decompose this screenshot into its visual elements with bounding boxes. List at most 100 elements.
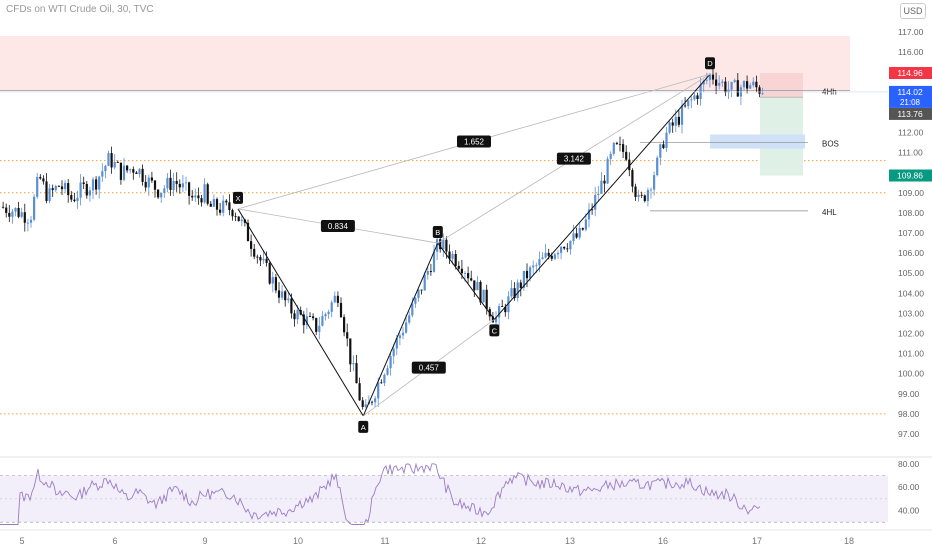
candle-84 [262,258,265,261]
candle-208 [646,189,649,201]
candle-167 [519,282,522,288]
candle-119 [370,401,374,403]
candle-75 [234,216,237,218]
candle-51 [160,192,163,198]
candle-9 [29,219,33,223]
price-tick-6: 111.00 [898,148,923,158]
countdown-label: 21:08 [900,98,921,107]
ratio-label-0: 1.652 [464,138,485,147]
candle-202 [628,159,631,171]
candle-7 [23,212,26,223]
candle-179 [556,252,560,255]
candle-116 [361,400,364,407]
candle-148 [460,268,463,274]
candle-215 [668,122,671,133]
chart-title: CFDs on WTI Crude Oil, 30, TVC [6,4,154,15]
stop-price-tag [889,67,932,80]
candle-130 [405,322,408,333]
candle-3 [11,211,14,217]
candle-217 [674,116,677,126]
candle-219 [680,105,684,125]
candle-77 [240,219,243,222]
candle-124 [386,368,389,375]
candle-203 [631,170,634,187]
candle-56 [175,180,178,184]
candle-107 [333,295,336,303]
candle-244 [758,87,761,94]
point-box-d [705,57,715,70]
candle-228 [708,74,711,80]
candle-6 [20,212,23,217]
candle-49 [153,180,157,190]
candle-83 [259,257,262,261]
candle-27 [85,183,88,196]
candle-213 [662,144,665,149]
level-label-4hl: 4HL [822,208,837,217]
candle-59 [184,182,188,184]
candle-177 [550,255,553,259]
candle-20 [64,183,67,190]
candle-164 [510,288,513,297]
ratio-box-3 [411,361,446,374]
candle-43 [135,172,138,174]
candle-111 [346,332,349,339]
candle-32 [101,171,104,177]
candle-72 [225,200,228,203]
candle-36 [113,162,116,168]
stop-price-label: 114.96 [897,68,923,78]
time-tick-12: 12 [476,536,486,546]
candle-39 [122,165,126,180]
candle-185 [575,233,578,238]
candle-245 [761,93,764,95]
candle-182 [566,248,569,250]
candle-198 [615,142,618,144]
price-tick-0: 117.00 [898,27,924,37]
candle-143 [445,239,448,252]
candle-173 [538,259,541,266]
candle-193 [600,180,603,194]
candle-204 [634,186,637,197]
candle-223 [693,95,696,100]
last-price-tag [889,85,932,108]
candle-99 [308,316,312,318]
candle-95 [296,310,299,320]
candle-220 [684,105,687,107]
candle-138 [429,270,432,272]
candle-68 [212,199,215,207]
rsi-tick-2: 40.00 [898,506,920,516]
candle-224 [696,95,699,99]
candle-0 [2,206,5,208]
bos-zone [710,134,805,149]
candle-90 [281,291,284,298]
candle-178 [553,254,556,259]
rsi-tick-0: 80.00 [898,459,920,469]
candle-199 [618,143,622,145]
candle-239 [742,81,746,88]
candle-150 [467,273,470,279]
candle-31 [98,176,101,190]
time-tick-10: 10 [293,536,303,546]
candle-191 [594,194,597,210]
candle-76 [237,216,240,222]
price-tick-17: 100.00 [898,369,924,379]
candle-172 [535,265,538,267]
candle-37 [116,162,119,163]
price-tick-11: 106.00 [898,248,924,258]
candle-110 [343,317,346,333]
candle-196 [609,153,612,159]
candle-79 [246,222,250,242]
price-tick-10: 107.00 [898,228,924,238]
candle-126 [392,348,395,357]
ratio-label-1: 0.834 [328,222,349,231]
candle-159 [494,317,498,323]
currency-button[interactable]: USD [900,3,926,19]
ratio-label-3: 0.457 [419,364,440,373]
candle-186 [578,228,581,238]
point-box-c [489,324,500,337]
candle-241 [749,85,752,89]
point-box-x [233,191,243,204]
level-label-bos: BOS [822,140,839,149]
candle-158 [491,316,494,323]
rsi-band [0,475,888,523]
